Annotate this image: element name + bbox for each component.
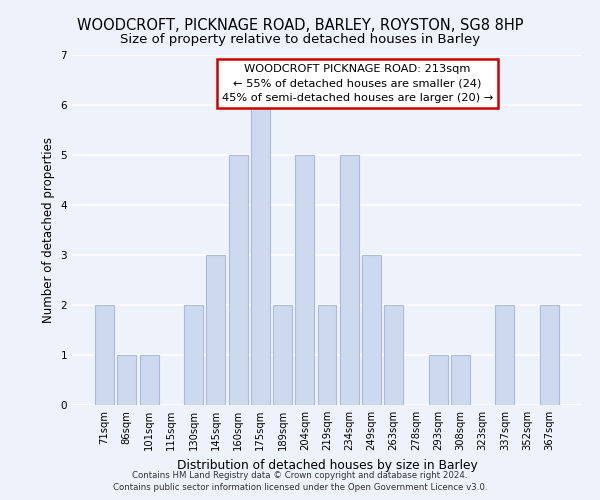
Bar: [540, 305, 559, 405]
Bar: [451, 355, 470, 405]
Bar: [429, 355, 448, 405]
Bar: [295, 155, 314, 405]
Bar: [251, 105, 270, 405]
Text: WOODCROFT, PICKNAGE ROAD, BARLEY, ROYSTON, SG8 8HP: WOODCROFT, PICKNAGE ROAD, BARLEY, ROYSTO…: [77, 18, 523, 32]
Text: Size of property relative to detached houses in Barley: Size of property relative to detached ho…: [120, 32, 480, 46]
Bar: [496, 305, 514, 405]
Bar: [317, 305, 337, 405]
Bar: [384, 305, 403, 405]
Text: Contains HM Land Registry data © Crown copyright and database right 2024.
Contai: Contains HM Land Registry data © Crown c…: [113, 471, 487, 492]
X-axis label: Distribution of detached houses by size in Barley: Distribution of detached houses by size …: [176, 458, 478, 471]
Y-axis label: Number of detached properties: Number of detached properties: [42, 137, 55, 323]
Bar: [118, 355, 136, 405]
Bar: [140, 355, 158, 405]
Bar: [184, 305, 203, 405]
Bar: [206, 255, 225, 405]
Text: WOODCROFT PICKNAGE ROAD: 213sqm
← 55% of detached houses are smaller (24)
45% of: WOODCROFT PICKNAGE ROAD: 213sqm ← 55% of…: [222, 64, 493, 102]
Bar: [340, 155, 359, 405]
Bar: [273, 305, 292, 405]
Bar: [95, 305, 114, 405]
Bar: [229, 155, 248, 405]
Bar: [362, 255, 381, 405]
